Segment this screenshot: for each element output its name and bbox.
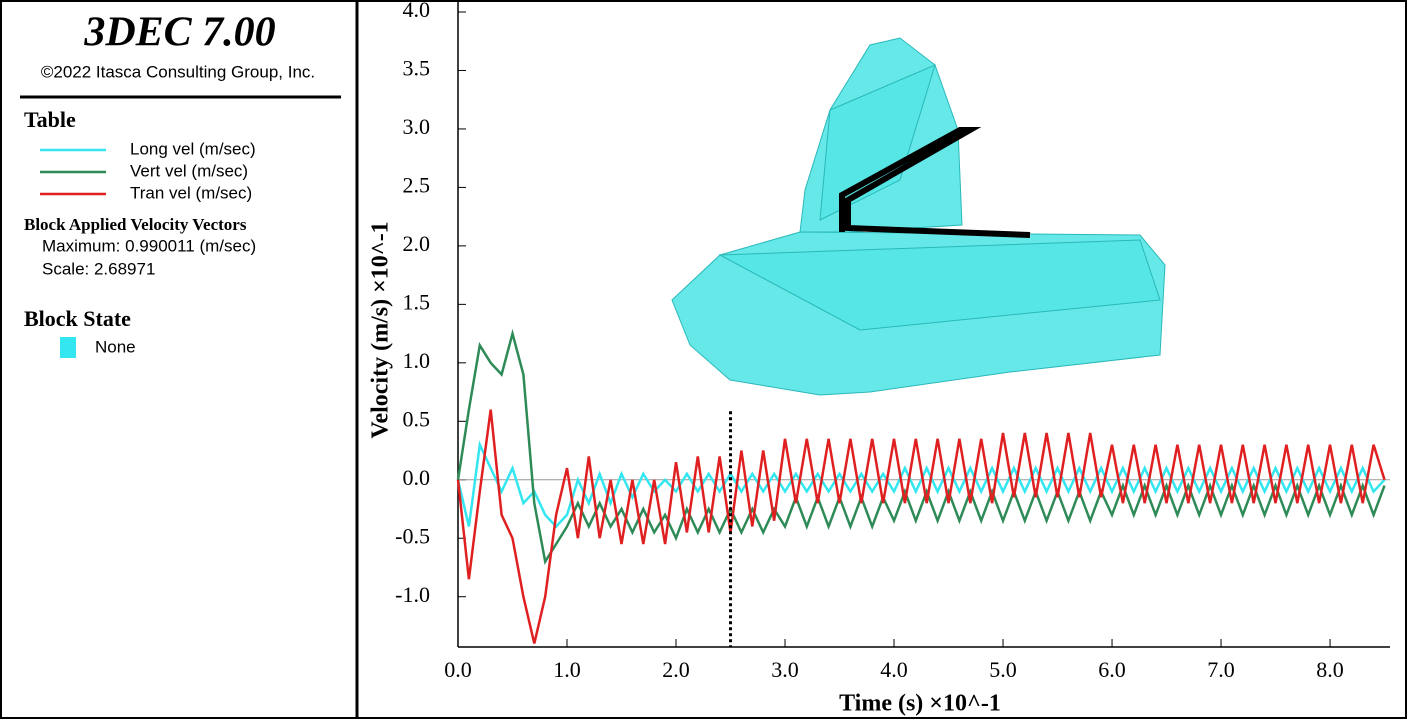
legend-heading: Table bbox=[24, 107, 76, 132]
x-tick-label: 2.0 bbox=[662, 657, 690, 682]
legend-label: Tran vel (m/sec) bbox=[130, 183, 252, 202]
x-axis-label: Time (s) ×10^-1 bbox=[839, 691, 1001, 717]
x-tick-label: 4.0 bbox=[880, 657, 908, 682]
legend-label: Vert vel (m/sec) bbox=[130, 161, 248, 180]
y-tick-label: -0.5 bbox=[395, 523, 430, 548]
y-tick-label: -1.0 bbox=[395, 582, 430, 607]
x-tick-label: 3.0 bbox=[771, 657, 799, 682]
y-tick-label: 3.0 bbox=[403, 114, 431, 139]
y-tick-label: 4.0 bbox=[403, 0, 431, 22]
y-axis-label: Velocity (m/s) ×10^-1 bbox=[368, 221, 394, 438]
x-tick-label: 0.0 bbox=[444, 657, 472, 682]
vectors-scale: Scale: 2.68971 bbox=[42, 259, 155, 278]
x-tick-label: 8.0 bbox=[1316, 657, 1344, 682]
copyright: ©2022 Itasca Consulting Group, Inc. bbox=[41, 62, 315, 81]
chart: 3DEC 7.00 ©2022 Itasca Consulting Group,… bbox=[0, 0, 1408, 719]
legend-label: Long vel (m/sec) bbox=[130, 139, 256, 158]
frame bbox=[1, 1, 1406, 718]
state-swatch bbox=[60, 337, 76, 358]
state-heading: Block State bbox=[24, 306, 131, 331]
x-tick-label: 1.0 bbox=[553, 657, 581, 682]
x-tick-label: 6.0 bbox=[1098, 657, 1126, 682]
x-tick-label: 5.0 bbox=[989, 657, 1017, 682]
y-tick-label: 3.5 bbox=[403, 56, 431, 81]
y-tick-label: 0.0 bbox=[403, 465, 431, 490]
app-title: 3DEC 7.00 bbox=[83, 10, 275, 56]
state-label: None bbox=[95, 337, 136, 356]
y-tick-label: 2.5 bbox=[403, 172, 431, 197]
y-tick-label: 2.0 bbox=[403, 231, 431, 256]
legend: Long vel (m/sec) Vert vel (m/sec) Tran vel… bbox=[40, 139, 256, 202]
y-tick-label: 1.0 bbox=[403, 348, 431, 373]
y-tick-label: 1.5 bbox=[403, 289, 431, 314]
x-tick-label: 7.0 bbox=[1207, 657, 1235, 682]
vectors-maximum: Maximum: 0.990011 (m/sec) bbox=[42, 236, 256, 255]
y-tick-label: 0.5 bbox=[403, 406, 431, 431]
page: 3DEC 7.00 ©2022 Itasca Consulting Group,… bbox=[0, 0, 1408, 719]
vectors-heading: Block Applied Velocity Vectors bbox=[24, 215, 247, 234]
